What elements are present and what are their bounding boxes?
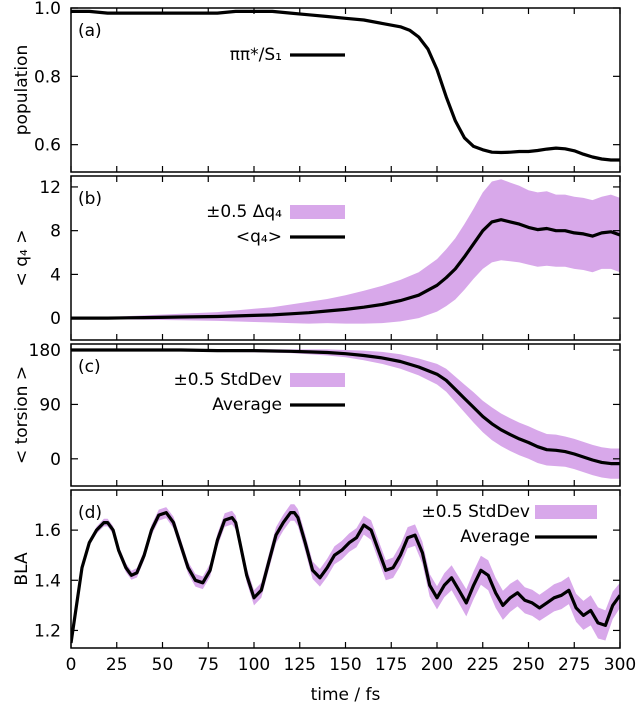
x-tick-label: 100	[238, 655, 270, 675]
y-tick-label: 0.8	[34, 67, 61, 87]
legend-band-sample	[290, 373, 345, 387]
y-tick-label: 0	[50, 309, 61, 329]
x-tick-label: 75	[197, 655, 219, 675]
legend-label: ±0.5 StdDev	[173, 370, 282, 390]
legend-band-sample	[535, 505, 597, 519]
legend-label: ππ*/S₁	[230, 45, 282, 65]
x-tick-label: 225	[467, 655, 499, 675]
legend-label: Average	[460, 527, 530, 547]
y-tick-label: 1.2	[34, 621, 61, 641]
series-line	[71, 348, 620, 466]
x-tick-label: 150	[329, 655, 361, 675]
y-tick-label: 180	[29, 341, 61, 361]
panel-tag: (c)	[78, 357, 101, 377]
y-axis-label: population	[12, 45, 32, 135]
x-tick-label: 0	[66, 655, 77, 675]
panel-a: 0.6 0.8 1.0 population (a) ππ*/S₁	[12, 0, 621, 173]
y-axis-label: < torsion >	[12, 366, 32, 464]
y-tick-label: 1.4	[34, 571, 61, 591]
x-tick-label: 50	[152, 655, 174, 675]
y-tick-label: 8	[50, 222, 61, 242]
legend-label: ±0.5 StdDev	[421, 502, 530, 522]
x-tick-label: 200	[421, 655, 453, 675]
y-tick-label: 4	[50, 265, 61, 285]
legend-label: <q₄>	[236, 227, 282, 247]
panel-tag: (b)	[78, 189, 102, 209]
series-line	[71, 218, 620, 320]
x-tick-label: 175	[375, 655, 407, 675]
panels: 0.6 0.8 1.0 population (a) ππ*/S₁ 0 4 8 12 < q₄ > (…	[12, 0, 621, 649]
x-tick-label: 25	[106, 655, 128, 675]
plot-frame	[70, 7, 621, 173]
y-tick-label: 0	[50, 450, 61, 470]
y-axis-label: BLA	[12, 552, 32, 586]
plot-frame	[70, 343, 621, 487]
y-axis-label: < q₄ >	[12, 230, 32, 287]
x-tick-label: 300	[604, 655, 636, 675]
x-tick-label: 275	[558, 655, 590, 675]
legend-band-sample	[290, 205, 345, 219]
panel-tag: (d)	[78, 503, 102, 523]
y-tick-label: 1.0	[34, 0, 61, 19]
x-axis-label: time / fs	[311, 685, 381, 705]
x-tick-label: 250	[512, 655, 544, 675]
x-axis: 0 25 50 75 100 125 150 175 200 225 250 275 300 time /…	[66, 655, 637, 705]
stddev-band	[71, 349, 620, 479]
y-tick-label: 12	[39, 178, 61, 198]
series-line	[71, 9, 620, 162]
series-line	[71, 510, 620, 644]
panel-c: 0 90 180 < torsion > (c) ±0.5 StdDev Average	[12, 341, 621, 487]
y-tick-label: 0.6	[34, 136, 61, 156]
panel-tag: (a)	[78, 21, 102, 41]
panel-b: 0 4 8 12 < q₄ > (b) ±0.5 Δq₄ <q₄>	[12, 175, 621, 341]
stddev-band	[71, 179, 620, 324]
y-tick-label: 1.6	[34, 521, 61, 541]
y-tick-label: 90	[39, 395, 61, 415]
legend-label: Average	[212, 395, 282, 415]
legend-label: ±0.5 Δq₄	[206, 202, 282, 222]
x-tick-label: 125	[284, 655, 316, 675]
